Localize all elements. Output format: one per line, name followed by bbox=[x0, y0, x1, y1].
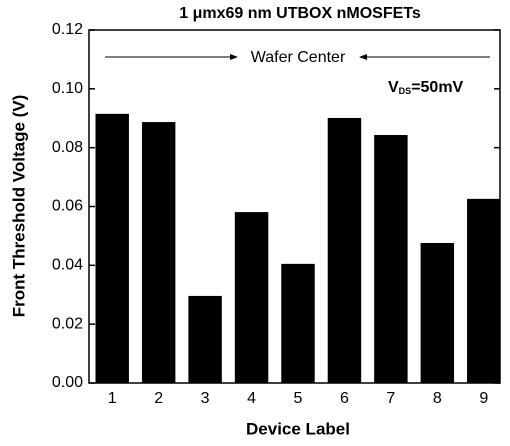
bar bbox=[95, 113, 129, 384]
x-tick-label: 8 bbox=[433, 390, 442, 407]
x-tick-label: 4 bbox=[247, 390, 256, 407]
y-tick-label: 0.00 bbox=[52, 374, 83, 391]
x-tick-label: 6 bbox=[340, 390, 349, 407]
x-tick-label: 2 bbox=[154, 390, 163, 407]
y-tick-label: 0.04 bbox=[52, 257, 83, 274]
arrow-head bbox=[230, 54, 238, 60]
annotation: Wafer Center bbox=[251, 49, 346, 66]
x-tick-label: 1 bbox=[108, 390, 117, 407]
y-tick-label: 0.06 bbox=[52, 198, 83, 215]
x-tick-label: 5 bbox=[294, 390, 303, 407]
bar bbox=[327, 117, 362, 383]
annotation-part: =50mV bbox=[411, 79, 463, 96]
bar bbox=[420, 242, 455, 383]
arrow-head bbox=[359, 54, 367, 60]
y-tick-label: 0.10 bbox=[52, 80, 83, 97]
annotation-sub: DS bbox=[399, 86, 412, 96]
x-tick-label: 9 bbox=[479, 390, 488, 407]
bar bbox=[281, 263, 315, 383]
bar bbox=[467, 198, 501, 383]
y-tick-label: 0.08 bbox=[52, 139, 83, 156]
annotation: VDS=50mV bbox=[388, 79, 464, 96]
y-tick-label: 0.02 bbox=[52, 315, 83, 332]
y-axis-label: Front Threshold Voltage (V) bbox=[9, 95, 28, 318]
bar bbox=[141, 122, 176, 384]
x-tick-label: 7 bbox=[386, 390, 395, 407]
bar bbox=[234, 212, 269, 383]
bar bbox=[374, 135, 408, 383]
y-tick-label: 0.12 bbox=[52, 21, 83, 38]
x-axis-label: Device Label bbox=[246, 419, 350, 438]
bar bbox=[188, 295, 222, 383]
chart-title: 1 μmx69 nm UTBOX nMOSFETs bbox=[179, 5, 421, 22]
x-tick-label: 3 bbox=[201, 390, 210, 407]
annotation-part: V bbox=[388, 79, 399, 96]
